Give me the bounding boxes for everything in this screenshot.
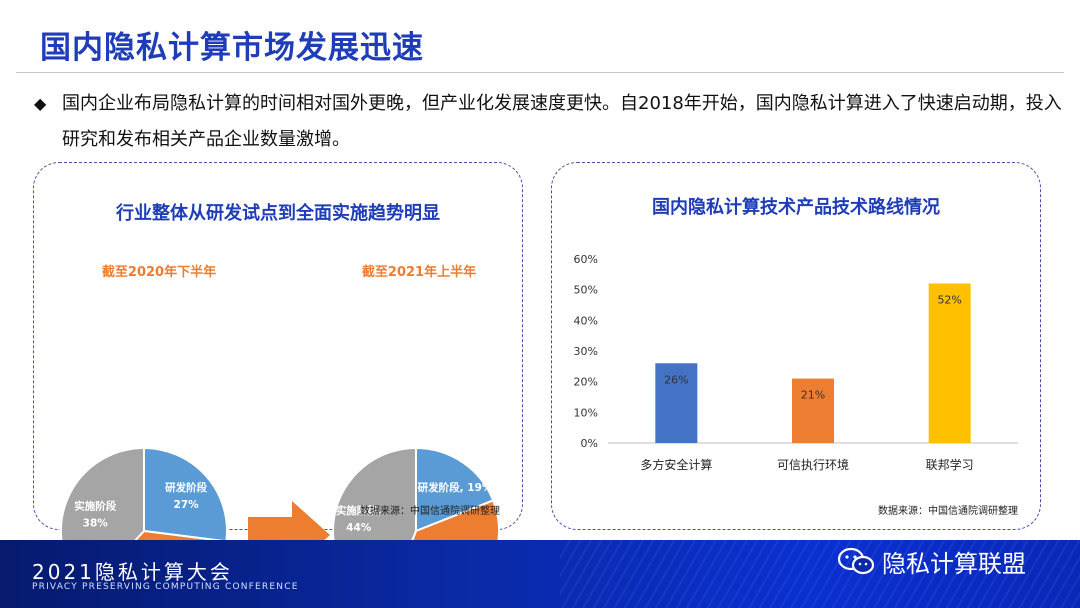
bar: [655, 363, 698, 443]
bar: [928, 283, 971, 443]
left-panel-title: 行业整体从研发试点到全面实施趋势明显: [116, 203, 440, 224]
bar-value-label: 52%: [937, 294, 961, 307]
y-tick-label: 40%: [574, 314, 598, 327]
pie-2020-caption: 截至2020年下半年: [101, 265, 217, 280]
diamond-bullet-icon: ◆: [34, 94, 47, 113]
y-tick-label: 0%: [581, 437, 598, 450]
bar-value-label: 21%: [801, 389, 825, 402]
pie-slice-value: 38%: [83, 517, 109, 529]
pie-charts-panel: 行业整体从研发试点到全面实施趋势明显 截至2020年下半年 截至2021年上半年…: [33, 162, 523, 581]
pie-slice-value: 44%: [346, 522, 372, 534]
bar-value-label: 26%: [664, 373, 688, 386]
pie-slice-label: 实施阶段,: [336, 504, 382, 517]
y-tick-label: 30%: [574, 345, 598, 358]
bar: [792, 378, 834, 443]
conference-subtitle: PRIVACY PRESERVING COMPUTING CONFERENCE: [32, 582, 299, 592]
pie-2021-caption: 截至2021年上半年: [361, 265, 477, 280]
brand-name: 隐私计算联盟: [882, 549, 1026, 578]
title-divider: [16, 72, 1064, 73]
x-category-label: 联邦学习: [926, 457, 974, 472]
bar-chart: 0% 10% 20% 30% 40% 50% 60% 26% 多方安全计算 21% 可信执行环境 52…: [574, 253, 1018, 472]
conference-title: 2021隐私计算大会: [32, 560, 233, 584]
y-tick-label: 10%: [574, 406, 598, 419]
footer-banner: [0, 540, 1080, 608]
pie-slice-label: 研发阶段, 19%: [418, 481, 493, 494]
pie-slice-label: 实施阶段: [74, 499, 116, 512]
pie-slice-value: 27%: [174, 499, 200, 511]
right-panel-title: 国内隐私计算技术产品技术路线情况: [652, 197, 940, 218]
right-source-note: 数据来源：中国信通院调研整理: [878, 506, 1018, 517]
pie-slice: [143, 446, 228, 543]
bar-chart-panel: 国内隐私计算技术产品技术路线情况 0% 10% 20% 30% 40% 50% 60% 26%…: [551, 162, 1041, 530]
brand-logo: 隐私计算联盟: [836, 541, 1026, 581]
wechat-icon: [837, 547, 875, 575]
bullet-text: 国内企业布局隐私计算的时间相对国外更晚，但产业化发展速度更快。自2018年开始，…: [62, 93, 1062, 150]
slide-title: 国内隐私计算市场发展迅速: [40, 30, 424, 66]
y-tick-label: 20%: [574, 376, 598, 389]
left-source-note: 数据来源：中国信通院调研整理: [360, 506, 500, 517]
x-category-label: 可信执行环境: [777, 457, 849, 472]
pie-slice-label: 研发阶段: [165, 481, 207, 494]
pie-slice: [415, 446, 495, 533]
x-category-label: 多方安全计算: [640, 457, 712, 472]
y-tick-label: 60%: [574, 253, 598, 266]
y-tick-label: 50%: [574, 284, 598, 297]
